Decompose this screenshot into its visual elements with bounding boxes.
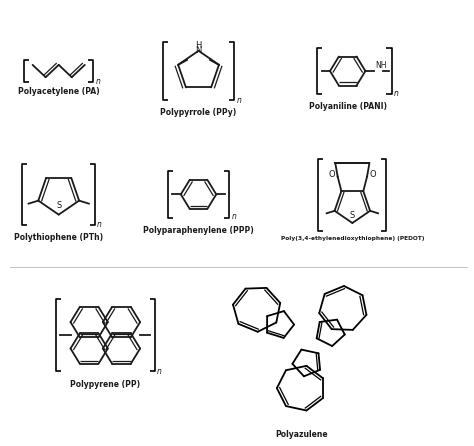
Text: Polypyrene (PP): Polypyrene (PP) xyxy=(70,380,140,389)
Text: $n$: $n$ xyxy=(156,367,163,376)
Text: S: S xyxy=(56,201,61,210)
Text: $n$: $n$ xyxy=(231,212,237,221)
Text: Polythiophene (PTh): Polythiophene (PTh) xyxy=(14,233,103,242)
Text: Polyparaphenylene (PPP): Polyparaphenylene (PPP) xyxy=(143,226,254,235)
Text: S: S xyxy=(350,211,355,219)
Text: Polyazulene: Polyazulene xyxy=(275,430,328,439)
Text: $n$: $n$ xyxy=(393,89,399,98)
Text: NH: NH xyxy=(375,61,387,70)
Text: Poly(3,4-ethylenedioxythiophene) (PEDOT): Poly(3,4-ethylenedioxythiophene) (PEDOT) xyxy=(281,236,424,241)
Text: $n$: $n$ xyxy=(236,95,242,105)
Text: Polypyrrole (PPy): Polypyrrole (PPy) xyxy=(160,108,237,117)
Text: Polyaniline (PANI): Polyaniline (PANI) xyxy=(309,103,387,112)
Text: O: O xyxy=(329,170,336,179)
Text: O: O xyxy=(369,170,376,179)
Text: $n$: $n$ xyxy=(96,220,103,229)
Text: Polyacetylene (PA): Polyacetylene (PA) xyxy=(18,87,100,96)
Text: $n$: $n$ xyxy=(95,77,101,87)
Text: H: H xyxy=(195,41,202,50)
Text: N: N xyxy=(195,46,202,55)
